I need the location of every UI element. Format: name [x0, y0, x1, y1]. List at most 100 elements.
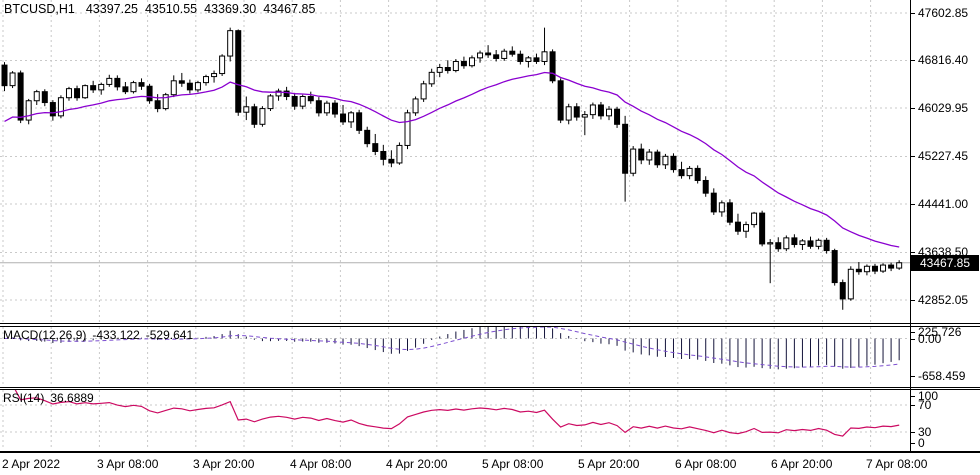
time-axis-label: 7 Apr 08:00: [866, 457, 928, 471]
candle-body: [106, 77, 113, 85]
candle-body: [211, 73, 218, 78]
candle-body: [162, 94, 169, 110]
candle-body: [57, 97, 64, 117]
rsi-name: RSI(14): [3, 391, 45, 405]
candle-body: [122, 86, 129, 93]
price-axis-tick-label: 42852.05: [918, 292, 969, 307]
candle-body: [170, 80, 177, 96]
symbol-timeframe-label: BTCUSD,H1: [4, 2, 75, 16]
macd-plot[interactable]: [0, 327, 910, 385]
candle-body: [581, 114, 588, 118]
candle-body: [275, 90, 282, 97]
rsi-axis-tick-label: 30: [918, 425, 932, 439]
candle-body: [686, 167, 693, 177]
current-price-tag: 43467.85: [911, 255, 979, 271]
candle-body: [751, 212, 758, 226]
candle-body: [396, 144, 403, 164]
candle-body: [646, 151, 653, 161]
price-axis-tick-label: 46816.40: [918, 53, 969, 68]
candle-body: [428, 71, 435, 85]
time-axis-label: 5 Apr 20:00: [578, 457, 640, 471]
candle-body: [622, 123, 629, 174]
candle-body: [243, 106, 250, 113]
candle-body: [49, 102, 56, 117]
macd-indicator-panel[interactable]: [0, 326, 980, 388]
price-axis-border: [910, 0, 911, 452]
candle-body: [178, 80, 185, 84]
time-axis-label: 6 Apr 20:00: [771, 457, 833, 471]
candle-body: [340, 113, 347, 123]
rsi-indicator-panel[interactable]: [0, 389, 980, 452]
candle-body: [420, 83, 427, 100]
candle-body: [460, 60, 467, 67]
candle-body: [501, 50, 508, 59]
candle-body: [759, 212, 766, 245]
candle-body: [307, 96, 314, 102]
candle-body: [541, 51, 548, 62]
candle-body: [783, 237, 790, 250]
axis-tick-mark: [910, 338, 915, 340]
macd-axis-tick-label: 225.726: [918, 324, 962, 339]
candlestick-plot[interactable]: [0, 0, 910, 322]
candle-body: [452, 60, 459, 72]
candle-body: [533, 57, 540, 62]
rsi-plot[interactable]: [0, 390, 910, 449]
candle-body: [815, 239, 822, 247]
axis-tick-mark: [910, 156, 915, 158]
axis-tick-mark: [910, 331, 915, 333]
candle-body: [654, 151, 661, 166]
candle-body: [767, 242, 774, 245]
macd-signal-line: [4, 327, 900, 368]
candle-body: [186, 82, 193, 91]
rsi-line: [14, 390, 900, 437]
axis-tick-mark: [910, 203, 915, 205]
price-axis-tick-label: 45227.45: [918, 149, 969, 164]
axis-tick-mark: [910, 405, 915, 406]
candle-body: [871, 265, 878, 272]
open-value: 43397.25: [85, 2, 138, 16]
candle-body: [694, 167, 701, 181]
time-axis-label: 3 Apr 08:00: [97, 457, 159, 471]
candle-body: [863, 265, 870, 273]
candle-body: [597, 104, 604, 117]
macd-axis-tick-label: 0.00: [918, 331, 942, 346]
candle-body: [662, 155, 669, 166]
price-axis-tick-label: 47602.85: [918, 5, 969, 20]
candle-body: [267, 95, 274, 110]
candle-body: [734, 221, 741, 232]
axis-tick-mark: [910, 375, 915, 377]
axis-tick-mark: [910, 60, 915, 62]
candle-body: [775, 242, 782, 250]
axis-tick-mark: [910, 107, 915, 109]
candle-body: [525, 57, 532, 62]
candle-body: [130, 82, 137, 93]
time-axis-border: [0, 452, 980, 453]
candle-body: [412, 98, 419, 114]
candle-body: [477, 52, 484, 59]
candle-body: [493, 54, 500, 59]
candle-body: [743, 224, 750, 232]
candle-body: [251, 106, 258, 125]
candle-body: [315, 100, 322, 114]
candle-body: [468, 57, 475, 67]
time-axis-label: 4 Apr 08:00: [290, 457, 352, 471]
price-axis-tick-label: 44441.00: [918, 196, 969, 211]
candle-body: [404, 112, 411, 146]
candle-body: [259, 108, 266, 125]
candle-body: [33, 91, 40, 102]
axis-tick-mark: [910, 443, 915, 444]
high-value: 43510.55: [144, 2, 198, 16]
macd-axis-tick-label: -658.459: [918, 368, 966, 383]
candle-body: [41, 91, 48, 104]
low-value: 43369.30: [204, 2, 257, 16]
candle-body: [565, 106, 572, 121]
price-chart-panel[interactable]: [0, 0, 980, 324]
candle-body: [549, 51, 556, 82]
candle-body: [485, 52, 492, 56]
candle-body: [799, 240, 806, 246]
rsi-axis-tick-label: 100: [918, 388, 939, 403]
macd-name: MACD(12,26,9): [3, 328, 87, 342]
candle-body: [630, 148, 637, 174]
